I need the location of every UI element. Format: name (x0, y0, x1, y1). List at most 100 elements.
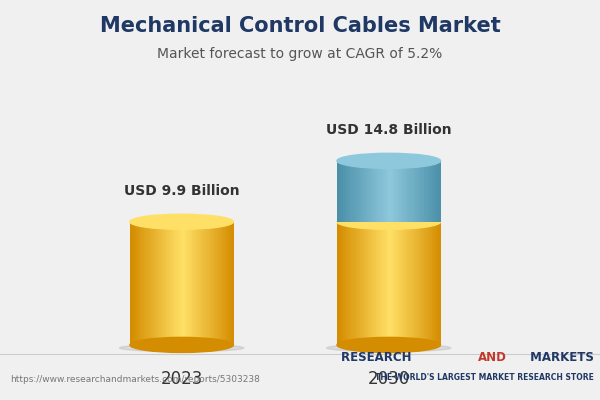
Bar (198, 222, 201, 345)
Text: Mechanical Control Cables Market: Mechanical Control Cables Market (100, 16, 500, 36)
Bar (347, 161, 350, 222)
Bar (362, 161, 364, 222)
Bar (412, 222, 414, 345)
Bar (352, 161, 354, 222)
Bar (364, 161, 367, 222)
Text: Market forecast to grow at CAGR of 5.2%: Market forecast to grow at CAGR of 5.2% (157, 47, 443, 61)
Bar (145, 222, 147, 345)
Text: 2030: 2030 (368, 370, 410, 388)
Bar (152, 222, 155, 345)
Bar (360, 222, 362, 345)
Bar (155, 222, 157, 345)
Bar (184, 222, 187, 345)
Bar (426, 161, 428, 222)
Bar (370, 222, 373, 345)
Bar (439, 222, 441, 345)
Bar (376, 222, 379, 345)
Bar (194, 222, 197, 345)
Bar (196, 222, 199, 345)
Bar (200, 222, 203, 345)
Bar (434, 222, 437, 345)
Bar (337, 161, 340, 222)
Bar (432, 222, 435, 345)
Bar (179, 222, 182, 345)
Text: AND: AND (478, 351, 507, 364)
Bar (215, 222, 217, 345)
Bar (383, 161, 385, 222)
Bar (190, 222, 193, 345)
Bar (349, 222, 352, 345)
Bar (186, 222, 188, 345)
Bar (130, 222, 133, 345)
Bar (136, 222, 139, 345)
Bar (389, 161, 391, 222)
Bar (353, 222, 356, 345)
Bar (370, 161, 373, 222)
Bar (432, 161, 435, 222)
Ellipse shape (337, 337, 440, 352)
Bar (167, 222, 170, 345)
Bar (391, 222, 394, 345)
Bar (132, 222, 134, 345)
Bar (422, 161, 425, 222)
Bar (362, 222, 364, 345)
Bar (142, 222, 145, 345)
Bar (395, 161, 398, 222)
Bar (206, 222, 209, 345)
Bar (366, 161, 368, 222)
Bar (416, 161, 418, 222)
Bar (172, 222, 174, 345)
Bar (229, 222, 232, 345)
Text: USD 9.9 Billion: USD 9.9 Billion (124, 184, 239, 198)
Bar (232, 222, 234, 345)
Bar (393, 222, 395, 345)
Bar (430, 222, 433, 345)
Bar (227, 222, 230, 345)
Bar (358, 222, 361, 345)
Bar (374, 222, 377, 345)
Bar (173, 222, 176, 345)
Text: MARKETS: MARKETS (526, 351, 594, 364)
Bar (376, 161, 379, 222)
Bar (424, 161, 427, 222)
Bar (347, 222, 350, 345)
Bar (418, 222, 421, 345)
Bar (434, 161, 437, 222)
Bar (407, 222, 410, 345)
Bar (422, 222, 425, 345)
Bar (412, 161, 414, 222)
Bar (386, 222, 389, 345)
Bar (225, 222, 228, 345)
Bar (366, 222, 368, 345)
Bar (389, 222, 391, 345)
Bar (360, 161, 362, 222)
Bar (403, 161, 406, 222)
Bar (395, 222, 398, 345)
Text: 2023: 2023 (160, 370, 203, 388)
Bar (379, 222, 381, 345)
Bar (169, 222, 172, 345)
Bar (426, 222, 428, 345)
Ellipse shape (337, 153, 440, 168)
Bar (356, 222, 358, 345)
Bar (420, 161, 422, 222)
Bar (341, 161, 344, 222)
Bar (393, 161, 395, 222)
Bar (352, 222, 354, 345)
Bar (343, 222, 346, 345)
Ellipse shape (337, 214, 440, 229)
Bar (358, 161, 361, 222)
Ellipse shape (130, 214, 233, 229)
Bar (385, 161, 387, 222)
Bar (343, 161, 346, 222)
Bar (406, 161, 408, 222)
Bar (374, 161, 377, 222)
Bar (399, 161, 402, 222)
Bar (223, 222, 226, 345)
Bar (397, 161, 400, 222)
Bar (157, 222, 160, 345)
Bar (182, 222, 184, 345)
Text: https://www.researchandmarkets.com/reports/5303238: https://www.researchandmarkets.com/repor… (10, 375, 260, 384)
Bar (420, 222, 422, 345)
Bar (221, 222, 224, 345)
